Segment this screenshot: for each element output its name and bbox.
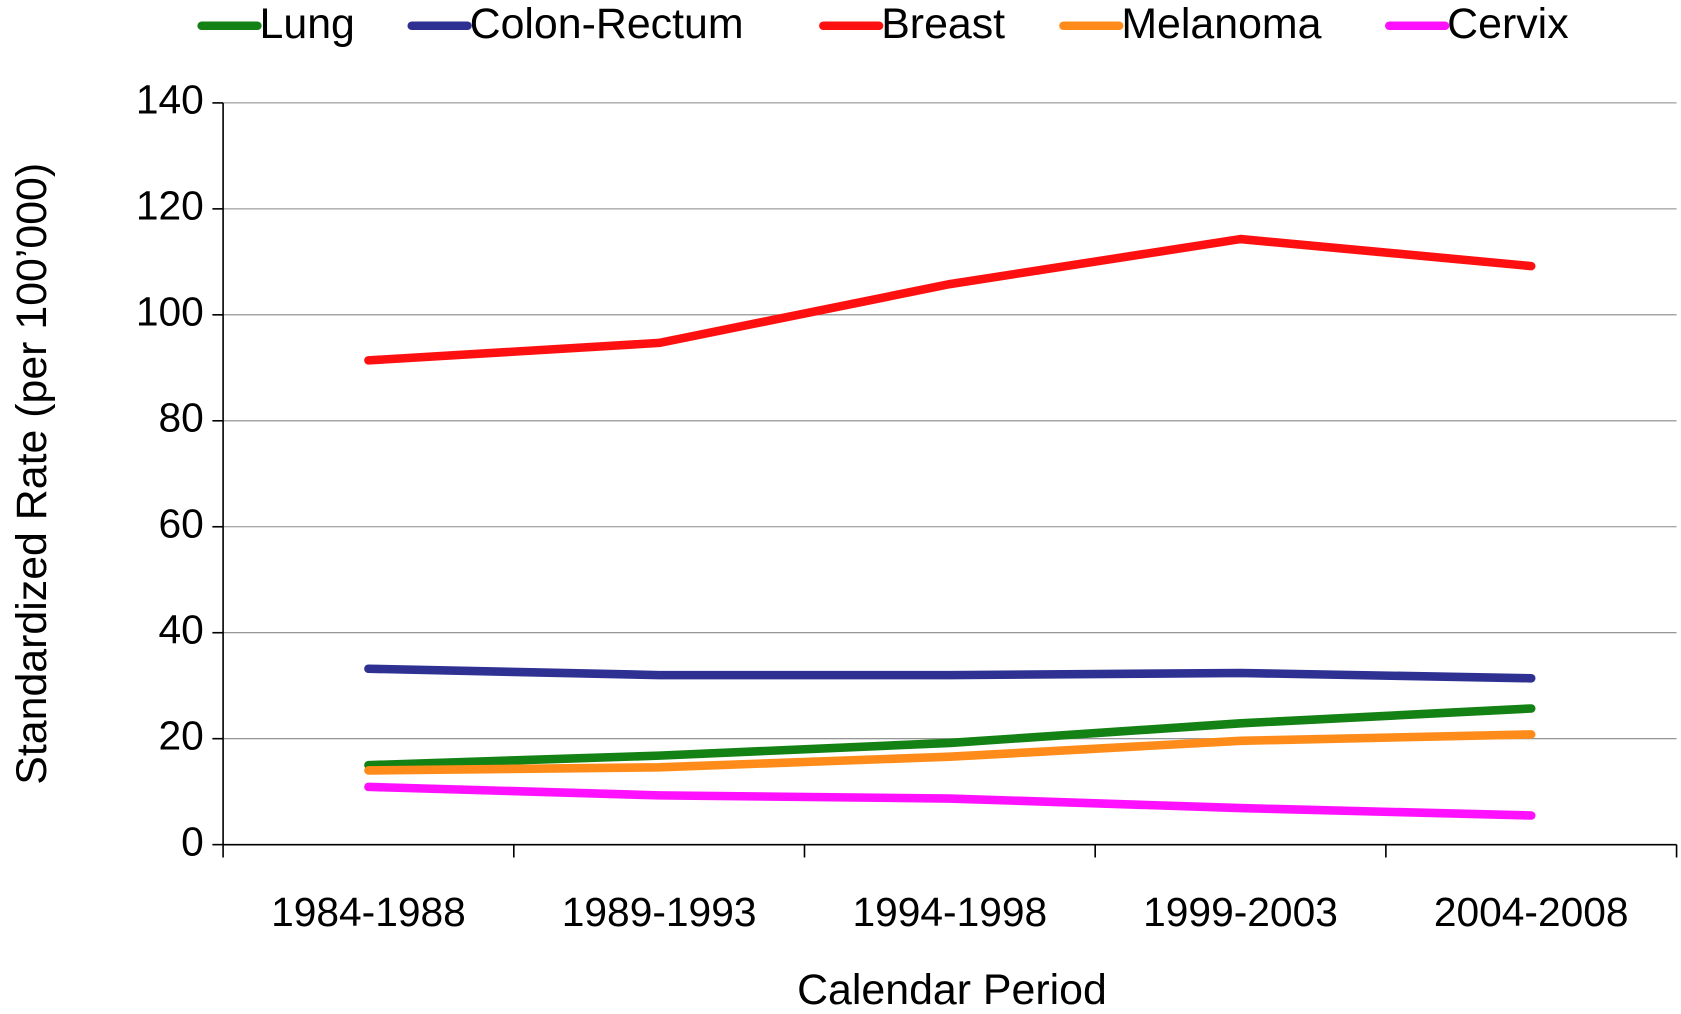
series-line xyxy=(364,704,1536,770)
y-axis-label: Standardized Rate (per 100’000) xyxy=(8,163,56,785)
x-tick-label: 2004-2008 xyxy=(1434,889,1629,935)
x-tick-label: 1989-1993 xyxy=(562,889,757,935)
y-tick-label: 20 xyxy=(159,712,204,758)
y-tick-label: 60 xyxy=(159,501,204,547)
y-tick-label: 140 xyxy=(136,77,204,123)
y-tick-label: 120 xyxy=(136,183,204,229)
series-line xyxy=(364,664,1536,683)
x-axis-label: Calendar Period xyxy=(797,966,1107,1014)
series-line xyxy=(364,782,1536,820)
y-tick-label: 80 xyxy=(159,395,204,441)
legend-label: Lung xyxy=(260,0,355,48)
x-tick-label: 1994-1998 xyxy=(852,889,1047,935)
legend-label: Breast xyxy=(881,0,1005,48)
series-line xyxy=(364,730,1536,775)
x-tick-label: 1999-2003 xyxy=(1143,889,1338,935)
legend-label: Melanoma xyxy=(1121,0,1321,48)
x-tick-label: 1984-1988 xyxy=(271,889,466,935)
y-tick-label: 100 xyxy=(136,289,204,335)
series-line xyxy=(364,234,1536,365)
y-tick-label: 40 xyxy=(159,606,204,652)
legend-label: Colon-Rectum xyxy=(470,0,744,48)
y-tick-label: 0 xyxy=(181,818,204,864)
legend-label: Cervix xyxy=(1447,0,1568,48)
